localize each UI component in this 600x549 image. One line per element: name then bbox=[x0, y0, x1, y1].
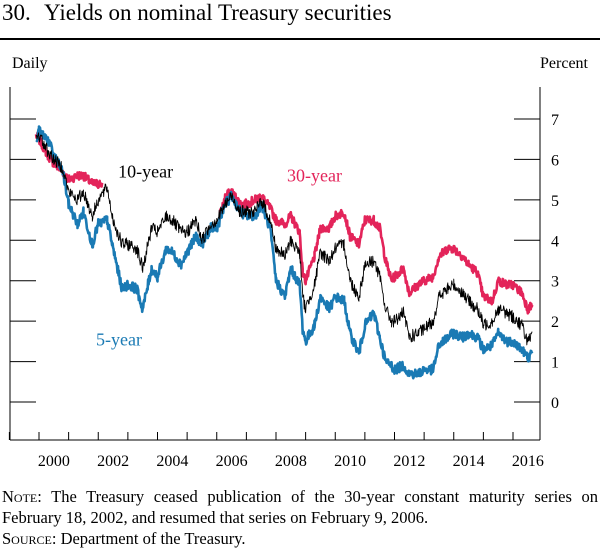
series-label-5-year: 5-year bbox=[96, 329, 142, 349]
note-label: Note: bbox=[2, 487, 42, 506]
chart-frame bbox=[8, 87, 541, 441]
x-tick-label: 2004 bbox=[156, 453, 188, 470]
y-tick-label: 2 bbox=[551, 314, 559, 331]
figure-notes: Note: The Treasury ceased publication of… bbox=[2, 486, 598, 549]
yield-chart: Daily Percent 0 1 2 3 4 5 6 7 2000 2002 2004 2006 2008… bbox=[8, 55, 589, 470]
title-rule bbox=[0, 38, 600, 40]
y-tick-label: 1 bbox=[551, 355, 559, 372]
source-paragraph: Source: Department of the Treasury. bbox=[2, 528, 598, 549]
series-line-10-year bbox=[35, 132, 533, 346]
x-tick-label: 2012 bbox=[393, 453, 425, 470]
series-lines bbox=[34, 125, 534, 380]
series-line-5-year bbox=[35, 125, 534, 380]
unit-label: Percent bbox=[540, 55, 589, 72]
x-tick-label: 2016 bbox=[512, 453, 544, 470]
series-label-10-year: 10-year bbox=[118, 162, 173, 182]
y-tick-label: 6 bbox=[551, 152, 559, 169]
y-tick-label: 3 bbox=[551, 274, 559, 291]
x-tick-label: 2014 bbox=[453, 453, 485, 470]
x-tick-label: 2008 bbox=[275, 453, 307, 470]
y-tick-label: 0 bbox=[551, 395, 559, 412]
source-label: Source: bbox=[2, 529, 57, 548]
series-line-30-year bbox=[34, 131, 534, 315]
frequency-label: Daily bbox=[12, 55, 48, 72]
series-label-30-year: 30-year bbox=[287, 166, 342, 186]
figure-title-text: Yields on nominal Treasury securities bbox=[44, 0, 392, 25]
y-tick-label: 7 bbox=[551, 112, 559, 129]
x-tick-label: 2002 bbox=[97, 453, 129, 470]
source-text: Department of the Treasury. bbox=[60, 529, 246, 548]
figure-title: 30. Yields on nominal Treasury securities bbox=[2, 0, 392, 26]
y-tick-label: 5 bbox=[551, 193, 559, 210]
note-text: The Treasury ceased publication of the 3… bbox=[2, 487, 599, 527]
x-tick-label: 2000 bbox=[38, 453, 70, 470]
x-tick-label: 2006 bbox=[216, 453, 248, 470]
chart-labels: Daily Percent 0 1 2 3 4 5 6 7 2000 2002 2004 2006 2008… bbox=[12, 55, 589, 470]
x-tick-label: 2010 bbox=[334, 453, 366, 470]
note-paragraph: Note: The Treasury ceased publication of… bbox=[2, 486, 598, 528]
y-tick-label: 4 bbox=[551, 233, 559, 250]
figure-number: 30. bbox=[2, 0, 31, 25]
